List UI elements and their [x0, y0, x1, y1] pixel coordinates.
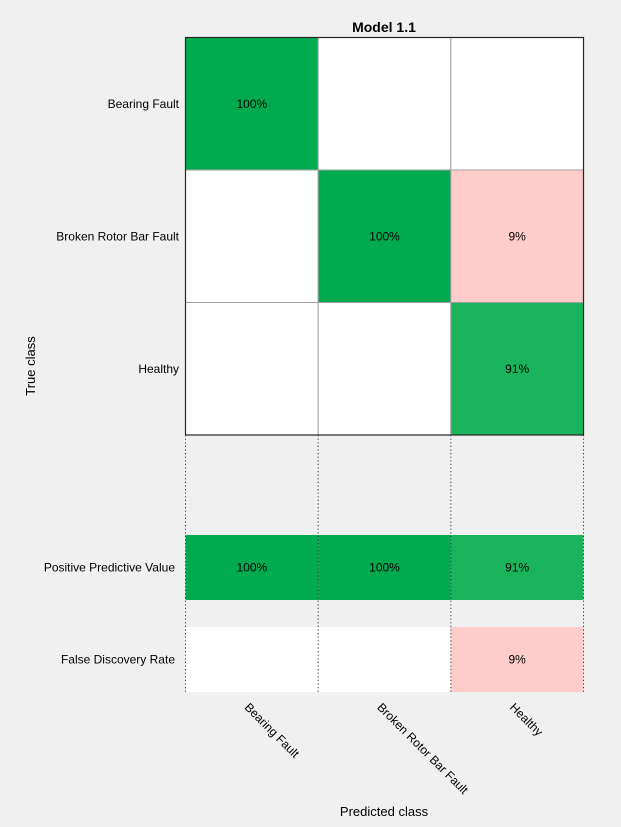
matrix-cell	[450, 169, 585, 303]
summary-cell-label: 100%	[236, 561, 267, 575]
summary-cell-label: 91%	[505, 561, 529, 575]
summary-cell-label: 100%	[369, 561, 400, 575]
matrix-border	[184, 36, 585, 436]
matrix-cell	[185, 302, 319, 436]
matrix-cell	[317, 37, 452, 171]
y-axis-label: True class	[23, 336, 38, 396]
x-tick-label: Healthy	[507, 700, 546, 739]
matrix-cell	[185, 37, 319, 171]
summary-cell	[450, 535, 584, 600]
matrix-cell-label: 9%	[509, 229, 527, 243]
summary-cell	[318, 627, 451, 692]
matrix-cell-label: 100%	[369, 229, 400, 243]
summary-cell-label: 9%	[509, 653, 527, 667]
summary-cell	[450, 627, 584, 692]
y-tick-label: Healthy	[138, 362, 179, 376]
y-tick-label: Bearing Fault	[108, 97, 180, 111]
summary-gap	[185, 435, 584, 535]
summary-cell	[185, 535, 319, 600]
y-tick-label: Broken Rotor Bar Fault	[56, 229, 179, 243]
summary-cell	[318, 535, 451, 600]
matrix-cell	[317, 169, 452, 303]
summary-cell	[185, 627, 319, 692]
matrix-cell	[450, 302, 585, 436]
summary-row-label: False Discovery Rate	[61, 653, 175, 667]
confusion-matrix-cells: 100% 100% 9% 91%	[184, 36, 585, 535]
chart-title: Model 1.1	[352, 19, 416, 35]
matrix-cell-label: 100%	[236, 97, 267, 111]
matrix-cell	[317, 302, 452, 436]
matrix-cell-label: 91%	[505, 362, 529, 376]
summary-rows: 100% 100% 91% 9%	[185, 435, 585, 692]
x-axis-label: Predicted class	[340, 804, 429, 819]
summary-row-label: Positive Predictive Value	[44, 561, 176, 575]
matrix-cell	[185, 169, 319, 303]
x-tick-label: Bearing Fault	[242, 700, 303, 761]
matrix-cell	[450, 37, 585, 171]
x-tick-label: Broken Rotor Bar Fault	[374, 700, 471, 797]
